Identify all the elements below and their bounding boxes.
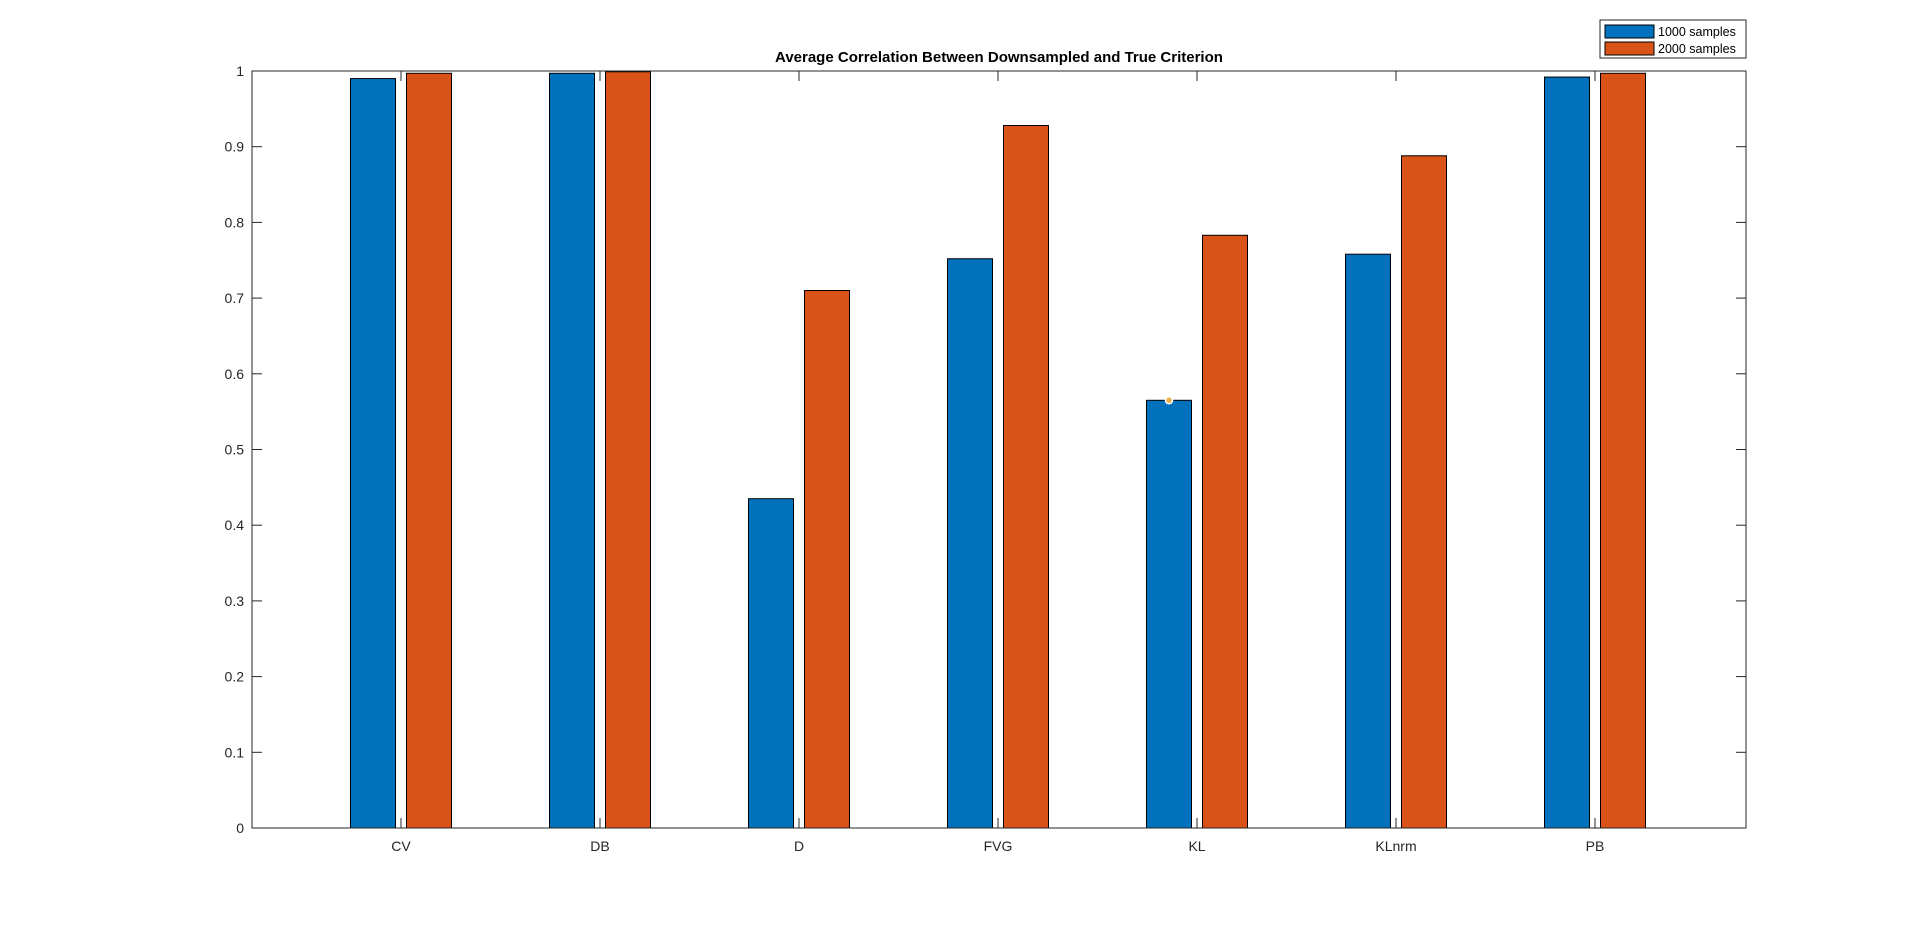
legend-label-series1: 1000 samples <box>1658 25 1736 39</box>
x-axis-ticks: CV DB D FVG KL KLnrm PB <box>391 71 1604 854</box>
y-tick-label: 0.8 <box>225 214 245 230</box>
y-tick-label: 0.9 <box>225 139 245 155</box>
legend-swatch-series1 <box>1604 24 1655 39</box>
x-tick-label-pb: PB <box>1586 838 1605 854</box>
bar-fvg-series2[interactable] <box>1003 125 1049 829</box>
legend[interactable]: 1000 samples 2000 samples <box>1599 19 1747 59</box>
y-tick-label: 0 <box>236 820 244 836</box>
bar-db-series2[interactable] <box>605 71 651 829</box>
x-tick-label-cv: CV <box>391 838 411 854</box>
bar-db-series1[interactable] <box>549 72 595 829</box>
y-tick-label: 0.3 <box>225 593 245 609</box>
x-tick-label-db: DB <box>590 838 609 854</box>
datatip-marker[interactable] <box>1164 396 1174 405</box>
plot-area-box <box>251 70 1747 829</box>
axes-layer <box>251 70 1747 829</box>
y-tick-label: 0.5 <box>225 442 245 458</box>
y-tick-label: 0.6 <box>225 366 245 382</box>
y-axis-ticks: 0 0.1 0.2 0.3 0.4 0.5 0.6 0.7 0.8 0.9 1 <box>225 63 1746 836</box>
y-tick-label: 0.4 <box>225 517 245 533</box>
legend-label-series2: 2000 samples <box>1658 42 1736 56</box>
y-tick-label: 0.7 <box>225 290 245 306</box>
chart-title: Average Correlation Between Downsampled … <box>775 49 1223 66</box>
x-tick-label-kl: KL <box>1188 838 1205 854</box>
bar-klnrm-series1[interactable] <box>1345 253 1391 829</box>
bar-cv-series2[interactable] <box>406 72 452 829</box>
bar-klnrm-series2[interactable] <box>1401 155 1447 829</box>
bar-fvg-series1[interactable] <box>947 258 993 829</box>
bar-d-series1[interactable] <box>748 498 794 829</box>
x-tick-label-d: D <box>794 838 804 854</box>
bars-layer <box>350 71 1646 829</box>
y-tick-label: 1 <box>236 63 244 79</box>
x-tick-label-fvg: FVG <box>984 838 1013 854</box>
bar-cv-series1[interactable] <box>350 78 396 829</box>
y-tick-label: 0.2 <box>225 669 245 685</box>
x-tick-label-klnrm: KLnrm <box>1375 838 1416 854</box>
bar-pb-series1[interactable] <box>1544 76 1590 829</box>
bar-pb-series2[interactable] <box>1600 72 1646 829</box>
legend-swatch-series2 <box>1604 41 1655 56</box>
bar-kl-series1[interactable] <box>1146 399 1192 829</box>
y-tick-label: 0.1 <box>225 744 245 760</box>
bar-kl-series2[interactable] <box>1202 234 1248 829</box>
bar-d-series2[interactable] <box>804 290 850 829</box>
